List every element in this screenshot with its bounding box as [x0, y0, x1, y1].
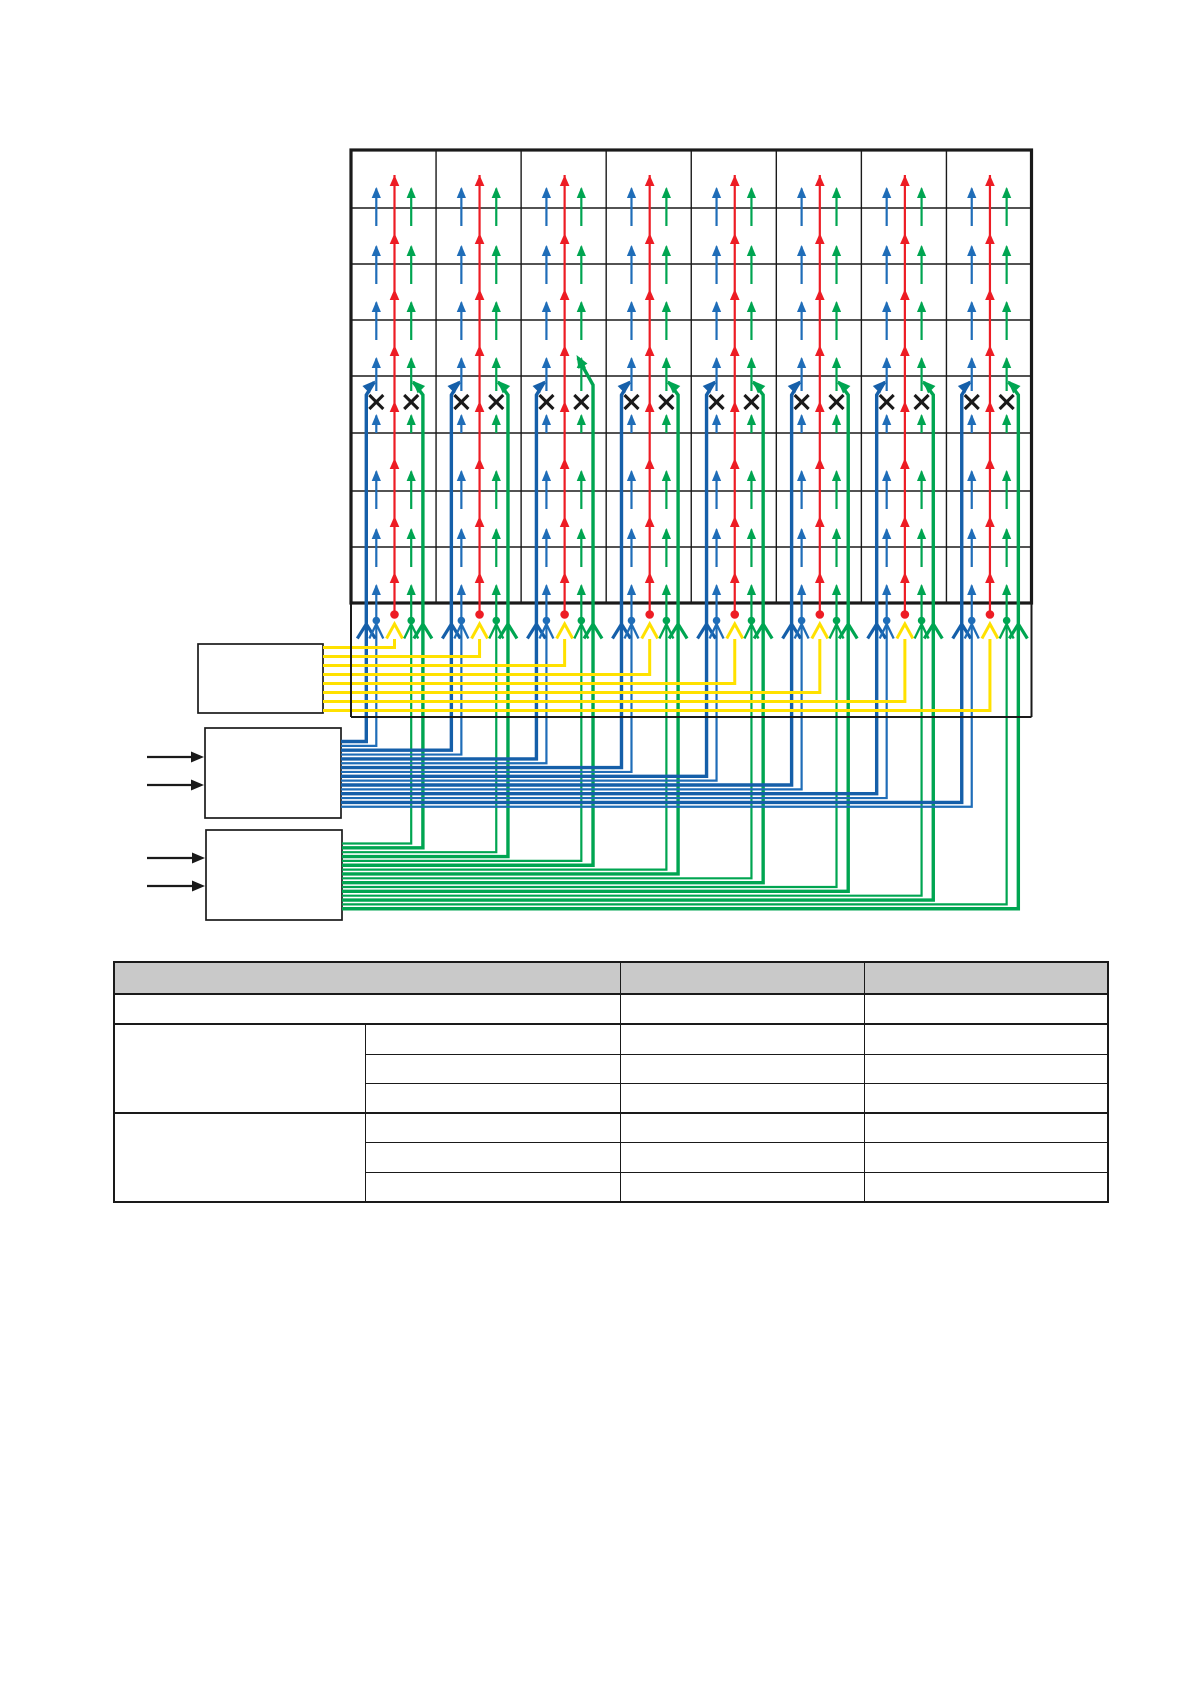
table-cell — [364, 1112, 621, 1144]
table-row — [113, 992, 1109, 1025]
spec-table-grid — [113, 961, 1109, 1204]
red-line-group — [389, 175, 995, 615]
table-row — [114, 1142, 1109, 1173]
table-row — [114, 1053, 1109, 1084]
defect-x-marks — [368, 393, 1015, 411]
table-cell — [619, 992, 865, 1025]
table-row — [114, 1171, 1109, 1203]
table-row — [113, 1023, 1109, 1114]
table-row — [113, 1112, 1109, 1203]
table-cell — [619, 1142, 865, 1173]
terminal-chevrons-and-dots — [355, 610, 1029, 640]
table-cell — [619, 1023, 865, 1055]
table-cell — [113, 992, 621, 1025]
table-cell — [364, 1082, 621, 1114]
table-cell — [619, 1171, 865, 1203]
yellow-wire-group — [323, 639, 992, 712]
green-wire-group — [342, 187, 1021, 911]
blue-driver-box — [204, 727, 342, 819]
panel-grid — [349, 148, 1034, 605]
table-cell — [364, 1142, 621, 1173]
table-row — [114, 1082, 1109, 1114]
driver-input-arrows — [147, 751, 205, 892]
table-header-row — [113, 961, 1109, 995]
table-header-cell — [113, 961, 621, 995]
spec-table — [113, 961, 1109, 1204]
table-cell — [863, 1082, 1109, 1114]
blue-wire-group — [341, 187, 977, 808]
table-cell — [863, 1142, 1109, 1173]
table-cell — [619, 1112, 865, 1144]
table-cell — [364, 1053, 621, 1084]
table-cell — [619, 1082, 865, 1114]
interconnect-zone — [350, 603, 1033, 718]
table-header-cell — [619, 961, 865, 995]
table-cell — [863, 1023, 1109, 1055]
table-cell — [863, 992, 1109, 1025]
table-cell — [113, 1023, 366, 1114]
table-cell — [863, 1053, 1109, 1084]
table-cell — [364, 1171, 621, 1203]
table-cell — [619, 1053, 865, 1084]
yellow-driver-box — [197, 643, 324, 714]
green-driver-box — [205, 829, 343, 921]
table-cell — [113, 1112, 366, 1203]
table-cell — [863, 1112, 1109, 1144]
table-header-cell — [863, 961, 1109, 995]
table-cell — [863, 1171, 1109, 1203]
table-cell — [364, 1023, 621, 1055]
